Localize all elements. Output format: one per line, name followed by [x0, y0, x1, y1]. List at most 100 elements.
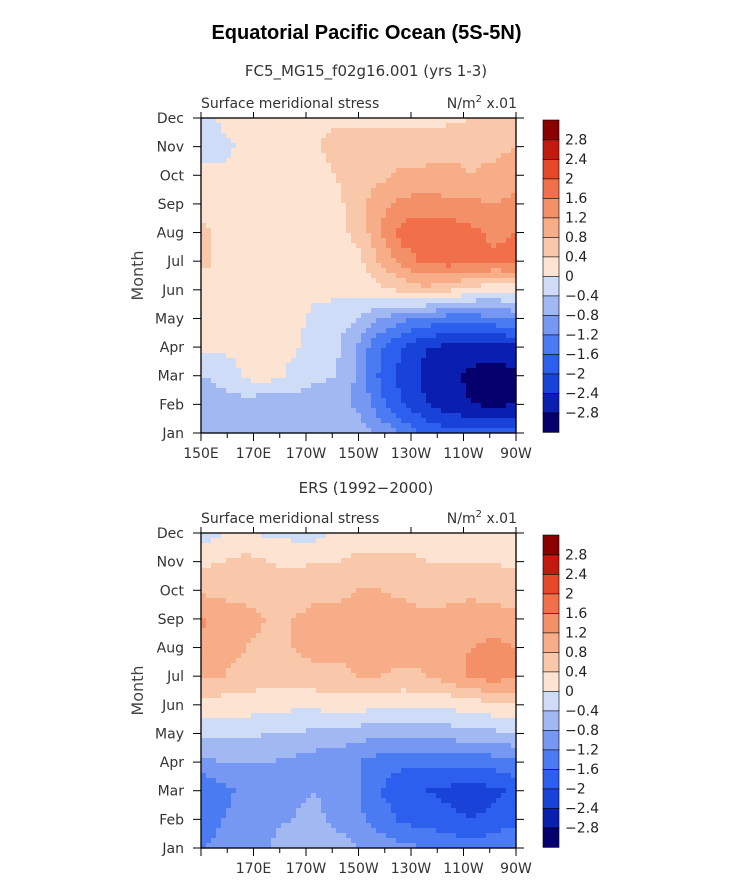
heatmap-cell [391, 308, 397, 314]
heatmap-cell [401, 198, 407, 204]
heatmap-cell [486, 173, 492, 179]
heatmap-cell [266, 343, 272, 349]
heatmap-cell [271, 223, 277, 229]
heatmap-cell [361, 248, 367, 254]
heatmap-cell [446, 598, 452, 604]
heatmap-cell [326, 323, 332, 329]
heatmap-cell [346, 243, 352, 249]
heatmap-cell [201, 553, 207, 559]
heatmap-cell [501, 533, 507, 539]
heatmap-cell [391, 278, 397, 284]
heatmap-cell [346, 543, 352, 549]
heatmap-cell [426, 383, 432, 389]
heatmap-cell [321, 563, 327, 569]
heatmap-cell [241, 593, 247, 599]
heatmap-cell [491, 343, 497, 349]
heatmap-cell [451, 388, 457, 394]
heatmap-cell [341, 183, 347, 189]
heatmap-cell [461, 228, 467, 234]
heatmap-cell [361, 233, 367, 239]
heatmap-cell [281, 193, 287, 199]
heatmap-cell [301, 243, 307, 249]
heatmap-cell [441, 318, 447, 324]
heatmap-cell [221, 298, 227, 304]
heatmap-cell [201, 158, 207, 164]
heatmap-cell [371, 123, 377, 129]
heatmap-cell [261, 188, 267, 194]
heatmap-cell [266, 233, 272, 239]
heatmap-cell [361, 153, 367, 159]
heatmap-cell [211, 583, 217, 589]
heatmap-cell [421, 158, 427, 164]
heatmap-cell [371, 338, 377, 344]
heatmap-cell [226, 543, 232, 549]
heatmap-cell [376, 598, 382, 604]
heatmap-cell [286, 563, 292, 569]
heatmap-cell [241, 308, 247, 314]
heatmap-cell [446, 588, 452, 594]
heatmap-cell [361, 573, 367, 579]
heatmap-cell [401, 288, 407, 294]
heatmap-cell [316, 533, 322, 539]
heatmap-cell [451, 373, 457, 379]
heatmap-cell [371, 248, 377, 254]
heatmap-cell [376, 373, 382, 379]
heatmap-cell [421, 223, 427, 229]
heatmap-cell [256, 168, 262, 174]
heatmap-cell [441, 328, 447, 334]
heatmap-cell [276, 413, 282, 419]
heatmap-cell [376, 228, 382, 234]
heatmap-cell [411, 133, 417, 139]
heatmap-cell [311, 543, 317, 549]
heatmap-cell [406, 553, 412, 559]
heatmap-cell [276, 308, 282, 314]
heatmap-cell [446, 328, 452, 334]
heatmap-cell [441, 203, 447, 209]
heatmap-cell [361, 263, 367, 269]
heatmap-cell [496, 348, 502, 354]
heatmap-cell [466, 338, 472, 344]
heatmap-cell [216, 398, 222, 404]
heatmap-cell [211, 573, 217, 579]
heatmap-cell [441, 223, 447, 229]
heatmap-cell [361, 293, 367, 299]
heatmap-cell [226, 238, 232, 244]
heatmap-cell [311, 198, 317, 204]
heatmap-cell [271, 143, 277, 149]
heatmap-cell [511, 133, 517, 139]
heatmap-cell [246, 218, 252, 224]
heatmap-cell [371, 408, 377, 414]
heatmap-cell [376, 388, 382, 394]
heatmap-cell [471, 563, 477, 569]
heatmap-cell [201, 333, 207, 339]
heatmap-cell [506, 338, 512, 344]
heatmap-cell [221, 293, 227, 299]
heatmap-cell [506, 533, 512, 539]
heatmap-cell [241, 328, 247, 334]
heatmap-cell [456, 158, 462, 164]
heatmap-cell [376, 188, 382, 194]
heatmap-cell [461, 213, 467, 219]
heatmap-cell [211, 178, 217, 184]
heatmap-cell [321, 118, 327, 124]
heatmap-cell [311, 213, 317, 219]
heatmap-cell [481, 128, 487, 134]
heatmap-cell [286, 353, 292, 359]
heatmap-cell [216, 248, 222, 254]
heatmap-cell [466, 258, 472, 264]
heatmap-cell [261, 373, 267, 379]
heatmap-cell [211, 313, 217, 319]
heatmap-cell [411, 223, 417, 229]
heatmap-cell [481, 153, 487, 159]
heatmap-cell [441, 368, 447, 374]
heatmap-cell [456, 553, 462, 559]
heatmap-cell [386, 273, 392, 279]
heatmap-cell [226, 193, 232, 199]
heatmap-cell [506, 193, 512, 199]
heatmap-cell [336, 213, 342, 219]
heatmap-cell [411, 173, 417, 179]
heatmap-cell [331, 408, 337, 414]
heatmap-cell [451, 203, 457, 209]
heatmap-cell [316, 223, 322, 229]
heatmap-cell [471, 223, 477, 229]
